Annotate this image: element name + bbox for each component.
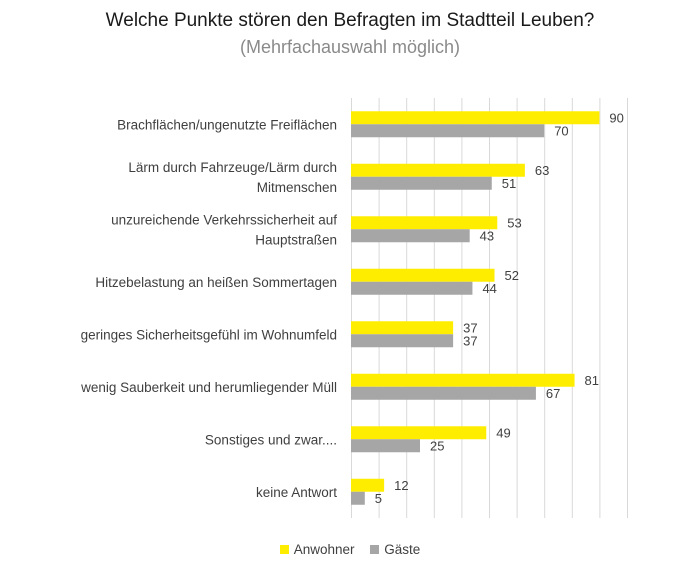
legend-swatch-series-1 (279, 545, 289, 554)
value-label-series-2-category-3: 43 (480, 228, 494, 243)
legend-label-series-1: Anwohner (293, 542, 355, 557)
category-label-6: wenig Sauberkeit und herumliegender Müll (80, 380, 337, 395)
legend: Anwohner Gäste (0, 542, 700, 557)
bar-series-2-category-4 (351, 281, 473, 295)
labels: Brachflächen/ungenutzte Freiflächen 90 70 L… (80, 110, 624, 506)
bar-series-1-category-8 (351, 478, 385, 492)
chart-title: Welche Punkte stören den Befragten im St… (105, 10, 595, 31)
category-label-1: Brachflächen/ungenutzte Freiflächen (117, 117, 337, 132)
bar-series-1-category-6 (351, 373, 575, 387)
category-label-2-line-1: Lärm durch Fahrzeuge/Lärm durch (128, 160, 337, 175)
bar-series-2-category-8 (351, 491, 365, 505)
category-label-3-line-1: unzureichende Verkehrssicherheit auf (111, 212, 337, 227)
value-label-series-1-category-5: 37 (463, 320, 477, 335)
value-label-series-2-category-4: 44 (482, 281, 496, 296)
legend-item-series-1: Anwohner (279, 542, 355, 557)
bar-series-1-category-1 (351, 111, 600, 125)
category-label-3-line-2: Hauptstraßen (255, 232, 337, 247)
bar-series-1-category-5 (351, 321, 454, 335)
value-label-series-1-category-4: 52 (505, 268, 519, 283)
bar-series-2-category-1 (351, 124, 545, 138)
bar-series-1-category-2 (351, 163, 525, 177)
category-label-8: keine Antwort (256, 485, 337, 500)
value-label-series-2-category-1: 70 (554, 123, 568, 138)
bar-series-2-category-2 (351, 176, 492, 190)
bar-series-1-category-3 (351, 216, 498, 230)
value-label-series-1-category-6: 81 (585, 373, 599, 388)
value-label-series-1-category-3: 53 (507, 215, 521, 230)
value-label-series-2-category-8: 5 (375, 491, 382, 506)
bar-series-2-category-5 (351, 334, 454, 348)
category-label-4: Hitzebelastung an heißen Sommertagen (95, 275, 337, 290)
legend-item-series-2: Gäste (370, 542, 420, 557)
value-label-series-2-category-7: 25 (430, 438, 444, 453)
category-label-2-line-2: Mitmenschen (257, 180, 337, 195)
chart-subtitle: (Mehrfachauswahl möglich) (239, 37, 461, 57)
value-label-series-1-category-1: 90 (609, 110, 623, 125)
bars (351, 111, 600, 505)
value-label-series-1-category-7: 49 (496, 425, 510, 440)
value-label-series-2-category-5: 37 (463, 333, 477, 348)
category-label-7: Sonstiges und zwar.... (205, 432, 337, 447)
bar-series-2-category-3 (351, 229, 470, 243)
value-label-series-1-category-8: 12 (394, 478, 408, 493)
category-label-5: geringes Sicherheitsgefühl im Wohnumfeld (81, 327, 337, 342)
bar-series-1-category-7 (351, 426, 487, 440)
bar-series-2-category-7 (351, 439, 420, 453)
value-label-series-1-category-2: 63 (535, 163, 549, 178)
gridlines (351, 98, 628, 518)
value-label-series-2-category-6: 67 (546, 386, 560, 401)
value-label-series-2-category-2: 51 (502, 176, 516, 191)
legend-swatch-series-2 (370, 545, 380, 554)
bar-series-2-category-6 (351, 386, 536, 400)
legend-label-series-2: Gäste (384, 542, 421, 557)
bar-series-1-category-4 (351, 268, 495, 282)
